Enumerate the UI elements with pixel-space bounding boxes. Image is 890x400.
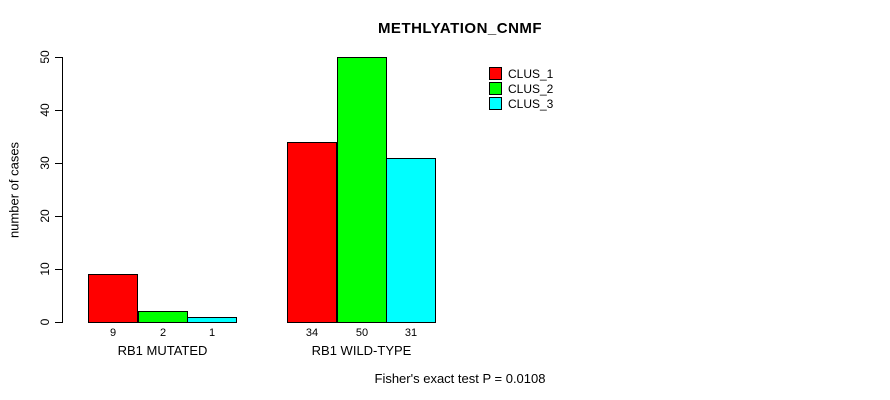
y-tick-label-text: 20 [38, 209, 52, 223]
bar-value-label: 31 [404, 327, 418, 339]
stat-annotation: Fisher's exact test P = 0.0108 [374, 371, 546, 386]
bar-value-label: 1 [208, 327, 216, 339]
bar-value-label: 9 [109, 327, 117, 339]
bar-value-label: 34 [305, 327, 319, 339]
y-axis-tick [55, 269, 62, 270]
legend-item-clus-2: CLUS_2 [489, 81, 553, 96]
y-axis-tick [55, 216, 62, 217]
legend: CLUS_1 CLUS_2 CLUS_3 [489, 66, 553, 111]
y-axis-tick [55, 322, 62, 323]
y-tick-label-text: 0 [38, 318, 52, 326]
y-axis-label-text: number of cases [6, 141, 22, 239]
y-axis-line [62, 57, 63, 323]
legend-swatch-clus-3 [489, 97, 502, 110]
chart-title: METHLYATION_CNMF [377, 20, 543, 37]
legend-label: CLUS_2 [508, 81, 554, 96]
bar-clus-2-rb1-mutated [138, 311, 188, 323]
y-axis-tick [55, 163, 62, 164]
bar-clus-1-rb1-mutated [88, 274, 138, 323]
legend-label: CLUS_3 [508, 96, 554, 111]
y-axis-tick [55, 57, 62, 58]
y-axis-tick [55, 110, 62, 111]
bar-value-label: 2 [159, 327, 167, 339]
x-category-label-rb1-mutated: RB1 MUTATED [117, 343, 208, 358]
bar-clus-3-rb1-wild-type [386, 158, 436, 323]
y-tick-label-text: 10 [38, 262, 52, 276]
legend-item-clus-1: CLUS_1 [489, 66, 553, 81]
y-tick-label-text: 50 [38, 50, 52, 64]
bar-value-label: 50 [355, 327, 369, 339]
y-tick-label-text: 40 [38, 103, 52, 117]
bar-clus-3-rb1-mutated [187, 317, 237, 323]
bar-clus-1-rb1-wild-type [287, 142, 337, 323]
x-category-label-rb1-wild-type: RB1 WILD-TYPE [311, 343, 412, 358]
legend-swatch-clus-2 [489, 82, 502, 95]
y-tick-label-text: 30 [38, 156, 52, 170]
legend-swatch-clus-1 [489, 67, 502, 80]
legend-item-clus-3: CLUS_3 [489, 96, 553, 111]
bar-clus-2-rb1-wild-type [337, 57, 387, 323]
legend-label: CLUS_1 [508, 66, 554, 81]
